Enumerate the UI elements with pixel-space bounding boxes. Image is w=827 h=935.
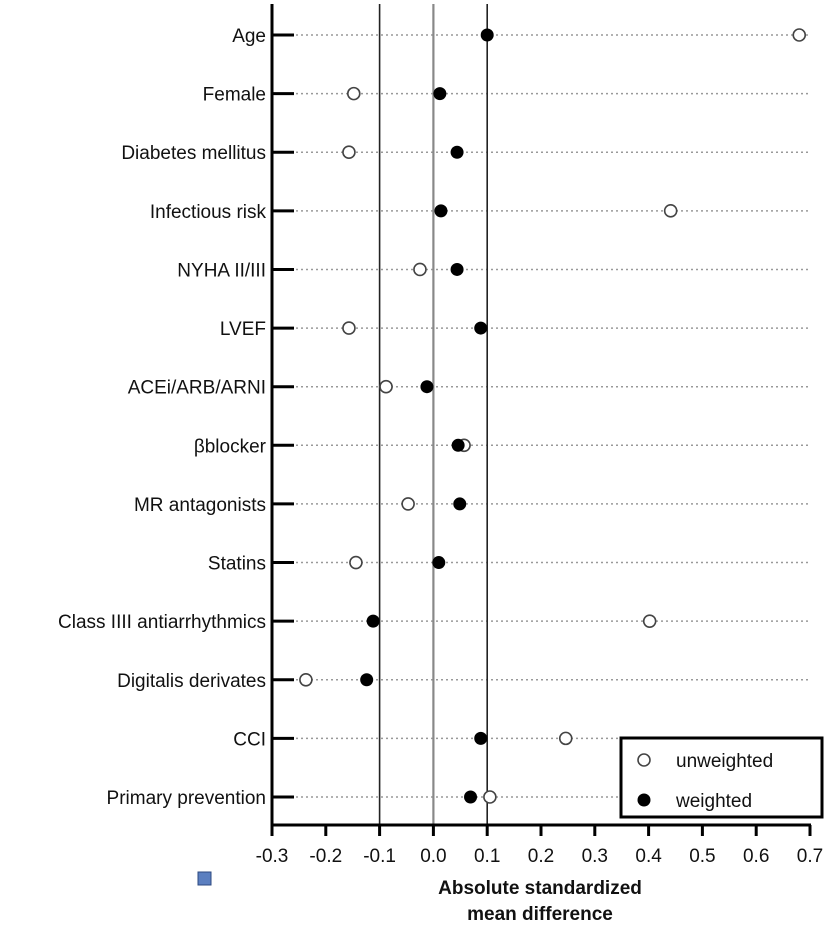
unweighted-point xyxy=(342,145,356,160)
unweighted-point xyxy=(642,614,657,628)
legend-unweighted-marker xyxy=(637,753,651,767)
y-tick-labels: Age Female Diabetes mellitus Infectious ris… xyxy=(58,26,267,809)
weighted-point xyxy=(432,556,446,570)
axes xyxy=(270,4,812,836)
x-axis-title-line2: mean difference xyxy=(467,904,613,925)
x-tick-label: 0.5 xyxy=(689,846,715,867)
x-tick-label: -0.1 xyxy=(363,846,396,867)
y-tick-label: Digitalis derivates xyxy=(117,671,266,692)
legend-weighted-marker xyxy=(637,793,651,807)
weighted-point xyxy=(480,28,494,42)
unweighted-point xyxy=(346,86,361,101)
y-tick-label: MR antagonists xyxy=(134,495,266,516)
weighted-point xyxy=(451,438,465,452)
y-tick-label: NYHA II/III xyxy=(177,260,266,281)
y-tick-label: LVEF xyxy=(220,319,266,340)
x-tick-label: 0.0 xyxy=(420,846,446,867)
gridlines xyxy=(296,34,810,798)
x-tick-label: 0.7 xyxy=(797,846,823,867)
x-tick-label: 0.2 xyxy=(528,846,554,867)
unweighted-point xyxy=(379,379,393,394)
x-tick-label: -0.2 xyxy=(309,846,342,867)
unweighted-point xyxy=(299,672,313,687)
y-tick-label: Infectious risk xyxy=(150,202,267,223)
x-axis-title: Absolute standardized xyxy=(438,878,642,899)
weighted-point xyxy=(434,204,448,218)
square-icon xyxy=(197,871,212,886)
unweighted-point xyxy=(401,497,415,511)
weighted-point xyxy=(433,87,447,101)
unweighted-point xyxy=(349,555,363,570)
weighted-point xyxy=(464,790,478,804)
x-tick-label: -0.3 xyxy=(256,846,289,867)
unweighted-point xyxy=(413,262,427,277)
y-tick-label: Diabetes mellitus xyxy=(121,143,266,164)
reference-lines xyxy=(378,4,489,825)
weighted-point xyxy=(366,614,380,628)
weighted-point xyxy=(474,731,488,745)
y-tick-label: Female xyxy=(203,85,266,106)
data-points xyxy=(299,28,807,804)
y-tick-label: Primary prevention xyxy=(107,788,266,809)
y-tick-label: βblocker xyxy=(194,436,267,457)
unweighted-point xyxy=(558,731,573,746)
x-tick-label: 0.1 xyxy=(474,846,500,867)
x-tick-label: 0.3 xyxy=(582,846,608,867)
y-tick-label: Class IIII antiarrhythmics xyxy=(58,612,266,633)
y-tick-label: Age xyxy=(232,26,266,47)
weighted-point xyxy=(420,380,434,394)
x-tick-label: 0.6 xyxy=(743,846,769,867)
y-tick-label: CCI xyxy=(233,729,266,750)
unweighted-point xyxy=(483,790,497,804)
weighted-point xyxy=(360,673,374,687)
unweighted-point xyxy=(663,204,678,218)
weighted-point xyxy=(474,321,488,335)
x-tick-labels: -0.3 -0.2 -0.1 0.0 0.1 0.2 0.3 0.4 0.5 0.6 0.7 xyxy=(256,846,824,867)
weighted-point xyxy=(450,145,464,159)
legend: unweighted weighted xyxy=(619,736,824,819)
weighted-point xyxy=(453,497,467,511)
x-tick-label: 0.4 xyxy=(635,846,662,867)
weighted-point xyxy=(450,262,464,276)
y-tick-label: Statins xyxy=(208,554,266,575)
unweighted-point xyxy=(342,321,356,335)
unweighted-point xyxy=(792,28,807,42)
legend-weighted-label: weighted xyxy=(675,791,752,812)
y-tick-label: ACEi/ARB/ARNI xyxy=(128,378,266,399)
legend-unweighted-label: unweighted xyxy=(676,751,773,772)
